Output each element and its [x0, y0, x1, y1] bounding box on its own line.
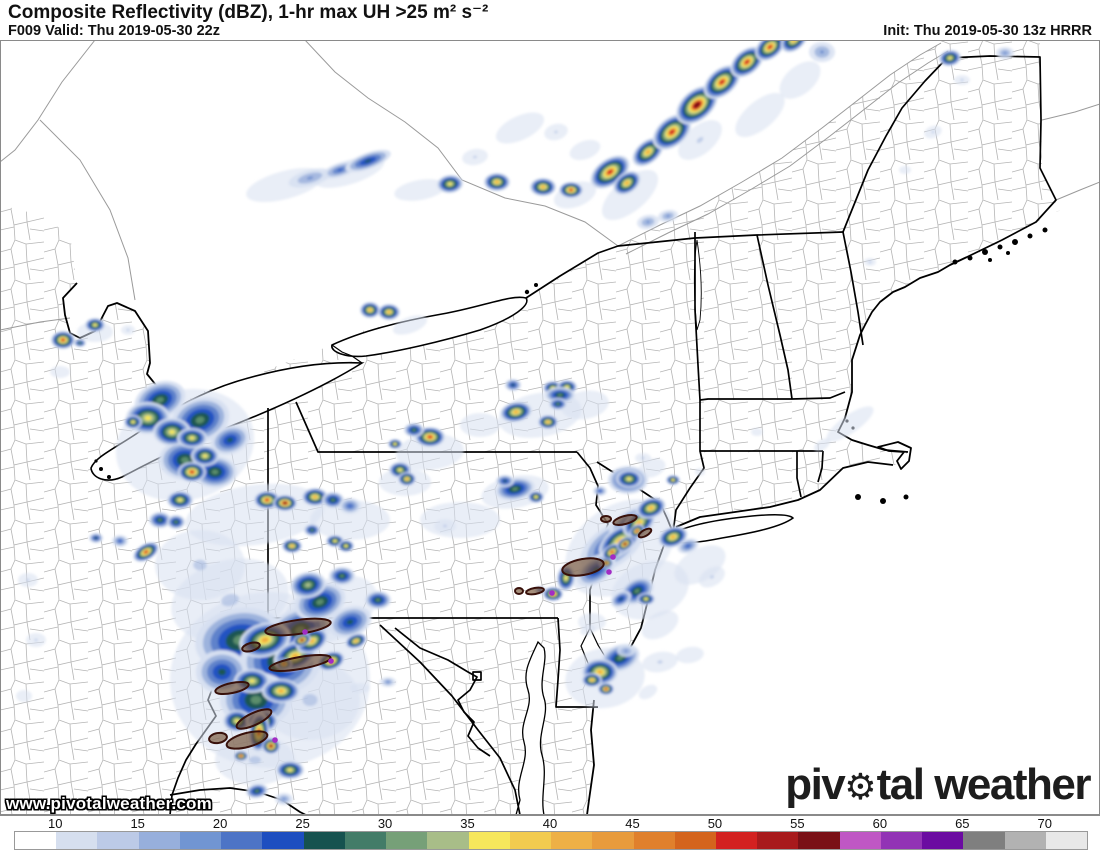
- colorbar-tick: 35: [460, 816, 475, 831]
- atlantic-ocean: [587, 200, 1100, 815]
- valid-time-label: F009 Valid: Thu 2019-05-30 22z: [8, 23, 220, 39]
- colorbar-tick: 65: [955, 816, 970, 831]
- header: Composite Reflectivity (dBZ), 1-hr max U…: [0, 0, 1100, 40]
- colorbar-segment: [509, 832, 552, 849]
- colorbar-footer: 10 15 20 25 30 35 40 45 50 55 60 65 70: [0, 815, 1100, 850]
- colorbar-segment: [97, 832, 139, 849]
- logo-text-piv: piv: [785, 760, 846, 809]
- colorbar-tick: 50: [707, 816, 723, 831]
- islands: [524, 227, 1048, 504]
- logo-text-tal-weather: tal weather: [876, 760, 1092, 809]
- colorbar-segment: [56, 832, 98, 849]
- colorbar-tick: 20: [212, 816, 228, 831]
- colorbar-segment: [592, 832, 634, 849]
- colorbar-tick: 10: [47, 816, 63, 831]
- colorbar-tick: 15: [130, 816, 145, 831]
- colorbar-segment: [468, 832, 510, 849]
- colorbar-tick: 40: [542, 816, 558, 831]
- colorbar-segment: [839, 832, 881, 849]
- new-brunswick-region: [1040, 40, 1100, 212]
- colorbar-segment: [386, 832, 428, 849]
- colorbar-segment: [757, 832, 799, 849]
- colorbar-segment: [344, 832, 387, 849]
- uh-track-layer: [208, 514, 653, 750]
- colorbar-segment: [963, 832, 1005, 849]
- watermark: www.pivotalweather.com: [6, 794, 212, 813]
- gear-icon: ⚙: [844, 766, 877, 808]
- colorbar-segment: [303, 832, 345, 849]
- page-title: Composite Reflectivity (dBZ), 1-hr max U…: [8, 2, 489, 23]
- colorbar-segment: [179, 832, 222, 849]
- niagara-river: [331, 344, 363, 364]
- map-canvas: [0, 27, 1100, 816]
- colorbar-tick: 25: [295, 816, 310, 831]
- colorbar-segment: [1045, 832, 1088, 849]
- colorbar-segment: [715, 832, 758, 849]
- radar-reflectivity-layer: [16, 27, 1014, 805]
- init-time-label: Init: Thu 2019-05-30 13z HRRR: [883, 23, 1092, 39]
- colorbar-tick: 55: [790, 816, 805, 831]
- colorbar-tick: 30: [377, 816, 393, 831]
- colorbar-segment: [138, 832, 180, 849]
- colorbar: [14, 831, 1088, 850]
- colorbar-segment: [262, 832, 304, 849]
- colorbar-segment: [551, 832, 593, 849]
- canada-boundaries: [0, 39, 1100, 331]
- colorbar-segment: [674, 832, 716, 849]
- colorbar-tick: 45: [625, 816, 640, 831]
- uh-maxima-dots: [272, 554, 616, 743]
- colorbar-tick: 70: [1037, 816, 1052, 831]
- colorbar-segment: [221, 832, 263, 849]
- weather-map-svg: [0, 27, 1100, 816]
- colorbar-tick: 60: [872, 816, 888, 831]
- colorbar-segment: [1004, 832, 1046, 849]
- colorbar-segment: [798, 832, 840, 849]
- pivotal-weather-logo: piv⚙tal weather: [783, 760, 1092, 809]
- colorbar-segment: [633, 832, 675, 849]
- colorbar-segment: [922, 832, 964, 849]
- colorbar-segment: [880, 832, 923, 849]
- colorbar-segment: [15, 832, 57, 849]
- long-island: [672, 513, 795, 544]
- colorbar-segment: [427, 832, 469, 849]
- colorbar-tick-labels: 10 15 20 25 30 35 40 45 50 55 60 65 70: [0, 816, 1100, 831]
